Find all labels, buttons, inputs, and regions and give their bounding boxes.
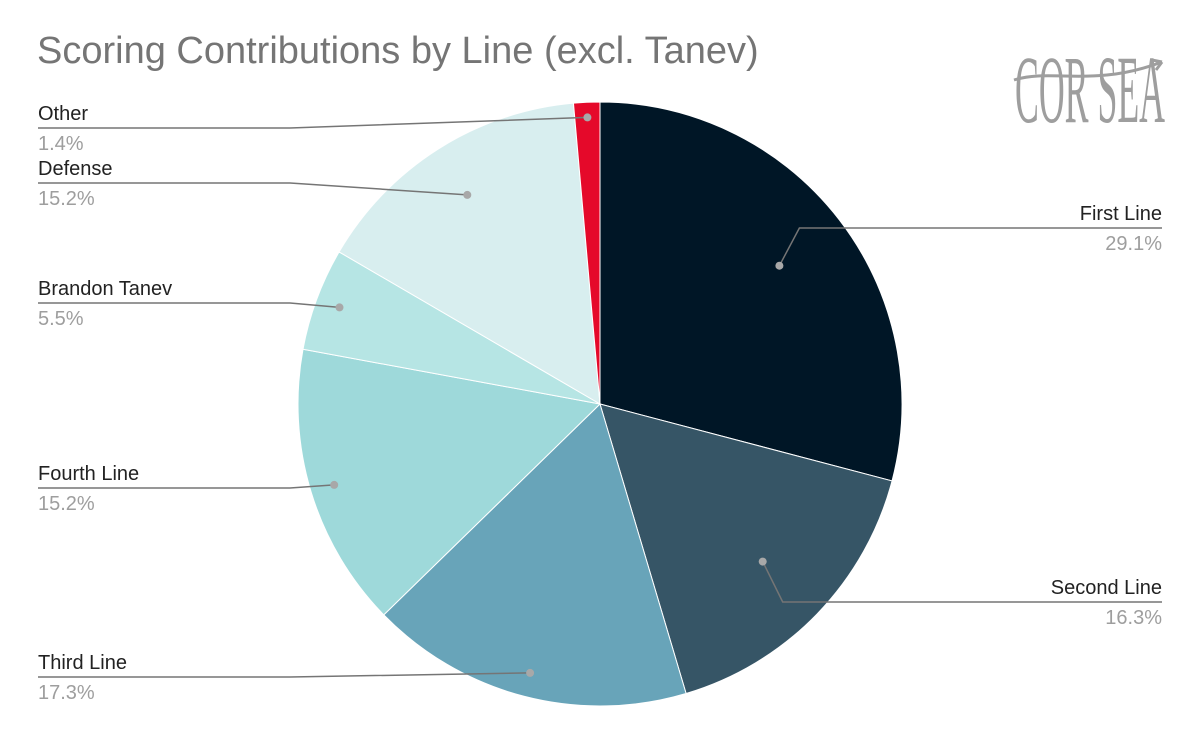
leader-dot-defense	[463, 190, 472, 199]
leader-line-third-line	[38, 672, 531, 678]
leader-dot-brandon-tanev	[335, 303, 344, 312]
leader-line-other	[38, 116, 588, 129]
slice-other	[572, 101, 601, 405]
leader-dot-first-line	[775, 261, 784, 270]
value-label-other: 1.4%	[38, 133, 84, 155]
leader-dot-second-line	[758, 557, 767, 566]
value-label-second-line: 16.3%	[1105, 607, 1162, 629]
cor-sea-logo: COR SEA	[1013, 36, 1165, 130]
leader-dot-other	[583, 113, 592, 122]
value-label-first-line: 29.1%	[1105, 233, 1162, 255]
value-label-defense: 15.2%	[38, 188, 95, 210]
slice-fourth-line	[297, 348, 602, 616]
leader-dot-fourth-line	[330, 480, 339, 489]
slice-first-line	[599, 101, 903, 482]
slice-third-line	[383, 403, 687, 707]
label-second-line: Second Line	[1051, 577, 1162, 599]
leader-dot-third-line	[526, 668, 535, 677]
value-label-fourth-line: 15.2%	[38, 493, 95, 515]
label-third-line: Third Line	[38, 652, 127, 674]
leader-line-brandon-tanev	[38, 302, 340, 309]
logo-arrow	[1151, 58, 1164, 71]
label-brandon-tanev: Brandon Tanev	[38, 278, 172, 300]
value-label-brandon-tanev: 5.5%	[38, 308, 84, 330]
label-defense: Defense	[38, 158, 113, 180]
leader-line-defense	[38, 182, 468, 196]
slice-defense	[338, 102, 601, 405]
leader-lines	[38, 113, 1162, 678]
label-fourth-line: Fourth Line	[38, 463, 139, 485]
leader-line-fourth-line	[38, 484, 335, 489]
value-label-third-line: 17.3%	[38, 682, 95, 704]
leader-line-first-line	[778, 227, 1162, 267]
slice-labels: First Line 29.1% Second Line 16.3% Third Lin…	[38, 103, 1162, 704]
slice-second-line	[599, 403, 893, 695]
label-first-line: First Line	[1080, 203, 1162, 225]
leader-line-second-line	[762, 561, 1162, 603]
logo-swoosh	[1013, 60, 1163, 82]
label-other: Other	[38, 103, 88, 125]
chart-title: Scoring Contributions by Line (excl. Tan…	[37, 30, 759, 72]
logo-wordmark: COR SEA	[1015, 36, 1165, 130]
pie-slices	[297, 101, 903, 707]
